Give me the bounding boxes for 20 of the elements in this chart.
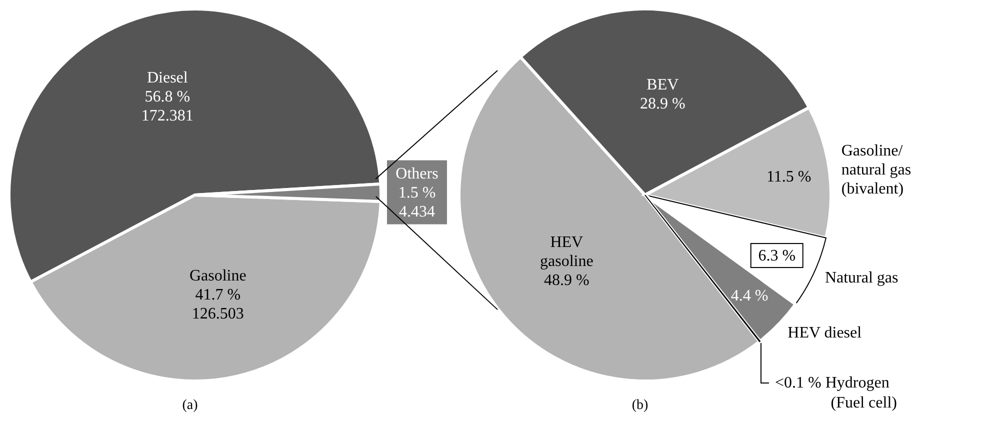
slice-label: HEV gasoline bbox=[540, 233, 594, 270]
data-label: 56.8 % 172.381 bbox=[141, 88, 194, 124]
data-label: 41.7 % 126.503 bbox=[192, 286, 244, 322]
slice-label: Hydrogen (Fuel cell) bbox=[825, 374, 897, 412]
text: (b) bbox=[630, 398, 650, 414]
slice-label: Diesel bbox=[146, 68, 188, 86]
slice-label: HEV diesel bbox=[788, 324, 862, 341]
data-label: <0.1 % bbox=[774, 374, 822, 392]
text: (a) bbox=[181, 398, 199, 414]
data-label: 11.5 % bbox=[766, 168, 812, 185]
data-label: 6.3 % bbox=[758, 247, 796, 264]
data-label: 48.9 % bbox=[544, 271, 590, 288]
slice-label: Others bbox=[396, 164, 438, 182]
data-label: 28.9 % bbox=[640, 95, 686, 112]
slice-label: Natural gas bbox=[824, 269, 898, 286]
slice-label: BEV bbox=[646, 76, 680, 94]
data-label: 1.5 % 4.434 bbox=[398, 184, 436, 220]
slice-label: Gasoline bbox=[189, 267, 246, 284]
slice-label: Gasoline/natural gas (bivalent) bbox=[841, 142, 912, 198]
data-label: 4.4 % bbox=[730, 287, 768, 304]
